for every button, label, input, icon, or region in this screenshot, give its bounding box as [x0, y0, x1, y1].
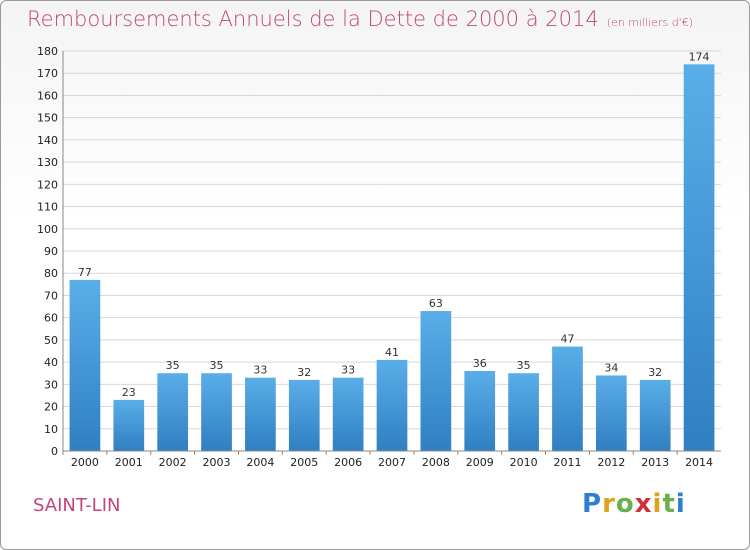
- x-tick-label-2002: 2002: [159, 456, 187, 469]
- data-label-2002: 35: [166, 359, 180, 372]
- data-label-2011: 47: [560, 333, 574, 346]
- y-tick-label: 180: [37, 45, 58, 58]
- x-tick-label-2005: 2005: [290, 456, 318, 469]
- x-tick-label-2006: 2006: [334, 456, 362, 469]
- bar-2006: [332, 377, 364, 451]
- x-tick-label-2001: 2001: [115, 456, 143, 469]
- data-labels: 77 23 35 35 33 32 33 41 63 36 35 47 34 32 174: [78, 50, 710, 399]
- x-tick-label-2011: 2011: [553, 456, 581, 469]
- city-name: SAINT-LIN: [33, 495, 121, 516]
- bar-2000: [69, 279, 101, 451]
- data-label-2013: 32: [648, 366, 662, 379]
- y-axis-ticks: 0 10 20 30 40 50 60 70 80 90 100 110 120 130 140 150 160…: [37, 45, 58, 458]
- bar-2014: [683, 64, 715, 452]
- y-tick-label: 60: [44, 312, 58, 325]
- bar-2013: [639, 379, 671, 451]
- y-tick-label: 110: [37, 201, 58, 214]
- bar-2002: [157, 373, 189, 451]
- x-tick-label-2010: 2010: [510, 456, 538, 469]
- y-tick-label: 80: [44, 267, 58, 280]
- data-label-2007: 41: [385, 346, 399, 359]
- x-tick-label-2000: 2000: [71, 456, 99, 469]
- bar-2012: [595, 375, 627, 451]
- bar-2004: [245, 377, 276, 451]
- bar-2008: [420, 311, 452, 451]
- x-tick-label-2012: 2012: [597, 456, 625, 469]
- y-tick-label: 10: [44, 423, 58, 436]
- x-tick-label-2014: 2014: [685, 456, 713, 469]
- y-tick-label: 0: [51, 445, 58, 458]
- data-label-2010: 35: [517, 359, 531, 372]
- data-label-2001: 23: [122, 386, 136, 399]
- data-label-2006: 33: [341, 364, 355, 377]
- x-tick-label-2003: 2003: [203, 456, 231, 469]
- bar-2007: [376, 359, 408, 451]
- bar-2005: [288, 379, 320, 451]
- x-axis-ticks: 2000 2001 2002 2003 2004 2005 2006 2007 2008 2009…: [62, 451, 713, 469]
- y-tick-label: 100: [37, 223, 58, 236]
- y-tick-label: 50: [44, 334, 58, 347]
- x-tick-label-2008: 2008: [422, 456, 450, 469]
- data-label-2003: 35: [210, 359, 224, 372]
- y-tick-label: 90: [44, 245, 58, 258]
- y-tick-label: 120: [37, 178, 58, 191]
- x-tick-label-2009: 2009: [466, 456, 494, 469]
- x-tick-label-2007: 2007: [378, 456, 406, 469]
- y-tick-label: 140: [37, 134, 58, 147]
- bar-2003: [201, 373, 232, 451]
- y-tick-label: 150: [37, 112, 58, 125]
- data-label-2005: 32: [297, 366, 311, 379]
- y-tick-label: 20: [44, 401, 58, 414]
- chart-title: Remboursements Annuels de la Dette de 20…: [27, 7, 693, 31]
- bar-2011: [552, 346, 583, 451]
- data-label-2014: 174: [689, 50, 710, 63]
- bar-2010: [508, 373, 539, 451]
- data-label-2004: 33: [253, 364, 267, 377]
- y-tick-label: 170: [37, 67, 58, 80]
- y-tick-label: 40: [44, 356, 58, 369]
- bars: [69, 64, 715, 452]
- data-label-2012: 34: [604, 361, 618, 374]
- y-tick-label: 130: [37, 156, 58, 169]
- x-tick-label-2004: 2004: [246, 456, 274, 469]
- y-tick-label: 70: [44, 289, 58, 302]
- data-label-2008: 63: [429, 297, 443, 310]
- chart-title-text: Remboursements Annuels de la Dette de 20…: [27, 7, 599, 31]
- data-label-2000: 77: [78, 266, 92, 279]
- bar-2001: [113, 399, 145, 451]
- proxiti-logo: Proxiti: [582, 489, 686, 519]
- bar-2009: [464, 371, 496, 451]
- x-tick-label-2013: 2013: [641, 456, 669, 469]
- data-label-2009: 36: [473, 357, 487, 370]
- chart-subtitle: (en milliers d'€): [606, 16, 693, 29]
- y-tick-label: 160: [37, 89, 58, 102]
- y-tick-label: 30: [44, 378, 58, 391]
